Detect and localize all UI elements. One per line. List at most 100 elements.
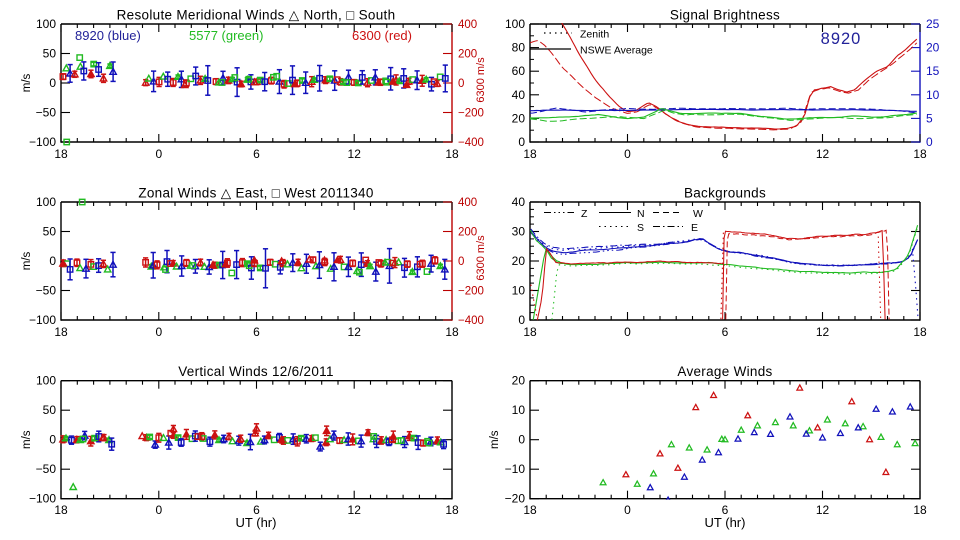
svg-text:0: 0 [624,503,631,517]
svg-text:−20: −20 [505,492,526,506]
svg-text:6: 6 [253,503,260,517]
svg-text:18: 18 [913,325,927,339]
svg-text:0: 0 [155,325,162,339]
svg-text:18: 18 [54,147,68,161]
svg-text:10: 10 [512,284,526,298]
svg-text:−200: −200 [458,108,484,120]
svg-text:50: 50 [43,403,57,417]
svg-text:−200: −200 [458,286,484,298]
svg-text:18: 18 [445,503,459,517]
svg-text:0: 0 [49,76,56,90]
svg-text:18: 18 [523,325,537,339]
svg-text:0: 0 [155,147,162,161]
svg-text:−100: −100 [29,135,56,149]
svg-text:40: 40 [512,88,526,102]
svg-text:8920 (blue): 8920 (blue) [75,28,141,43]
svg-text:18: 18 [523,503,537,517]
svg-text:12: 12 [816,503,830,517]
svg-text:Resolute Meridional Winds △: Resolute Meridional Winds △ North, □ Sou… [117,7,396,22]
svg-text:6300 m/s: 6300 m/s [475,235,487,281]
svg-text:0: 0 [518,313,525,327]
svg-text:6: 6 [722,503,729,517]
svg-text:80: 80 [512,41,526,55]
svg-text:18: 18 [445,325,459,339]
svg-text:6: 6 [722,325,729,339]
svg-text:20: 20 [512,374,526,388]
svg-text:m/s: m/s [21,430,33,449]
svg-text:12: 12 [816,325,830,339]
svg-text:10: 10 [926,88,940,102]
svg-text:200: 200 [458,227,477,239]
svg-text:100: 100 [36,195,56,209]
svg-text:Average Winds: Average Winds [677,364,772,379]
svg-text:50: 50 [43,47,57,61]
svg-text:400: 400 [458,19,477,31]
svg-text:Z: Z [581,208,588,220]
svg-text:12: 12 [348,503,362,517]
svg-text:−400: −400 [458,315,484,327]
svg-text:5577 (green): 5577 (green) [189,28,263,43]
svg-text:100: 100 [36,17,56,31]
svg-text:0: 0 [518,433,525,447]
svg-text:6: 6 [253,325,260,339]
svg-text:m/s: m/s [21,73,33,92]
svg-text:18: 18 [54,325,68,339]
svg-text:18: 18 [913,503,927,517]
svg-text:15: 15 [926,64,940,78]
svg-text:E: E [691,222,698,234]
svg-text:100: 100 [505,17,525,31]
svg-text:0: 0 [926,135,933,149]
svg-text:25: 25 [926,17,940,31]
svg-text:Vertical Winds 12/6/2011: Vertical Winds 12/6/2011 [178,364,334,379]
svg-text:6300 (red): 6300 (red) [352,28,412,43]
svg-text:−50: −50 [36,462,57,476]
svg-text:0: 0 [458,256,464,268]
svg-text:−10: −10 [505,462,526,476]
svg-text:60: 60 [512,64,526,78]
svg-text:−50: −50 [36,284,57,298]
svg-text:20: 20 [926,41,940,55]
svg-text:6: 6 [253,147,260,161]
svg-text:0: 0 [49,254,56,268]
svg-text:100: 100 [36,374,56,388]
svg-text:UT (hr): UT (hr) [705,515,746,530]
svg-text:18: 18 [913,147,927,161]
svg-text:Signal Brightness: Signal Brightness [670,7,780,22]
svg-text:−100: −100 [29,492,56,506]
svg-text:200: 200 [458,49,477,61]
svg-text:40: 40 [512,195,526,209]
svg-text:18: 18 [54,503,68,517]
svg-text:0: 0 [518,135,525,149]
svg-text:6: 6 [722,147,729,161]
svg-text:Zonal Winds △ East, □ West 201: Zonal Winds △ East, □ West 2011340 [138,185,373,200]
svg-text:12: 12 [348,325,362,339]
svg-text:m/s: m/s [489,430,501,449]
svg-text:400: 400 [458,197,477,209]
svg-text:W: W [693,208,703,220]
svg-text:0: 0 [458,78,464,90]
svg-text:−50: −50 [36,106,57,120]
svg-text:5: 5 [926,111,933,125]
svg-text:12: 12 [816,147,830,161]
svg-text:Zenith: Zenith [580,29,609,41]
svg-text:UT (hr): UT (hr) [236,515,277,530]
svg-text:NSWE Average: NSWE Average [580,45,653,57]
svg-text:−400: −400 [458,137,484,149]
svg-text:0: 0 [49,433,56,447]
svg-text:N: N [637,208,645,220]
svg-text:Backgrounds: Backgrounds [684,185,766,200]
svg-text:S: S [637,222,644,234]
svg-text:12: 12 [348,147,362,161]
svg-text:−100: −100 [29,313,56,327]
svg-text:0: 0 [624,147,631,161]
svg-text:50: 50 [43,225,57,239]
svg-text:0: 0 [624,325,631,339]
svg-text:20: 20 [512,254,526,268]
svg-text:18: 18 [523,147,537,161]
svg-text:0: 0 [155,503,162,517]
svg-text:10: 10 [512,403,526,417]
svg-text:6300 m/s: 6300 m/s [475,57,487,103]
svg-text:m/s: m/s [21,251,33,270]
svg-text:8920: 8920 [821,30,862,48]
svg-text:18: 18 [445,147,459,161]
